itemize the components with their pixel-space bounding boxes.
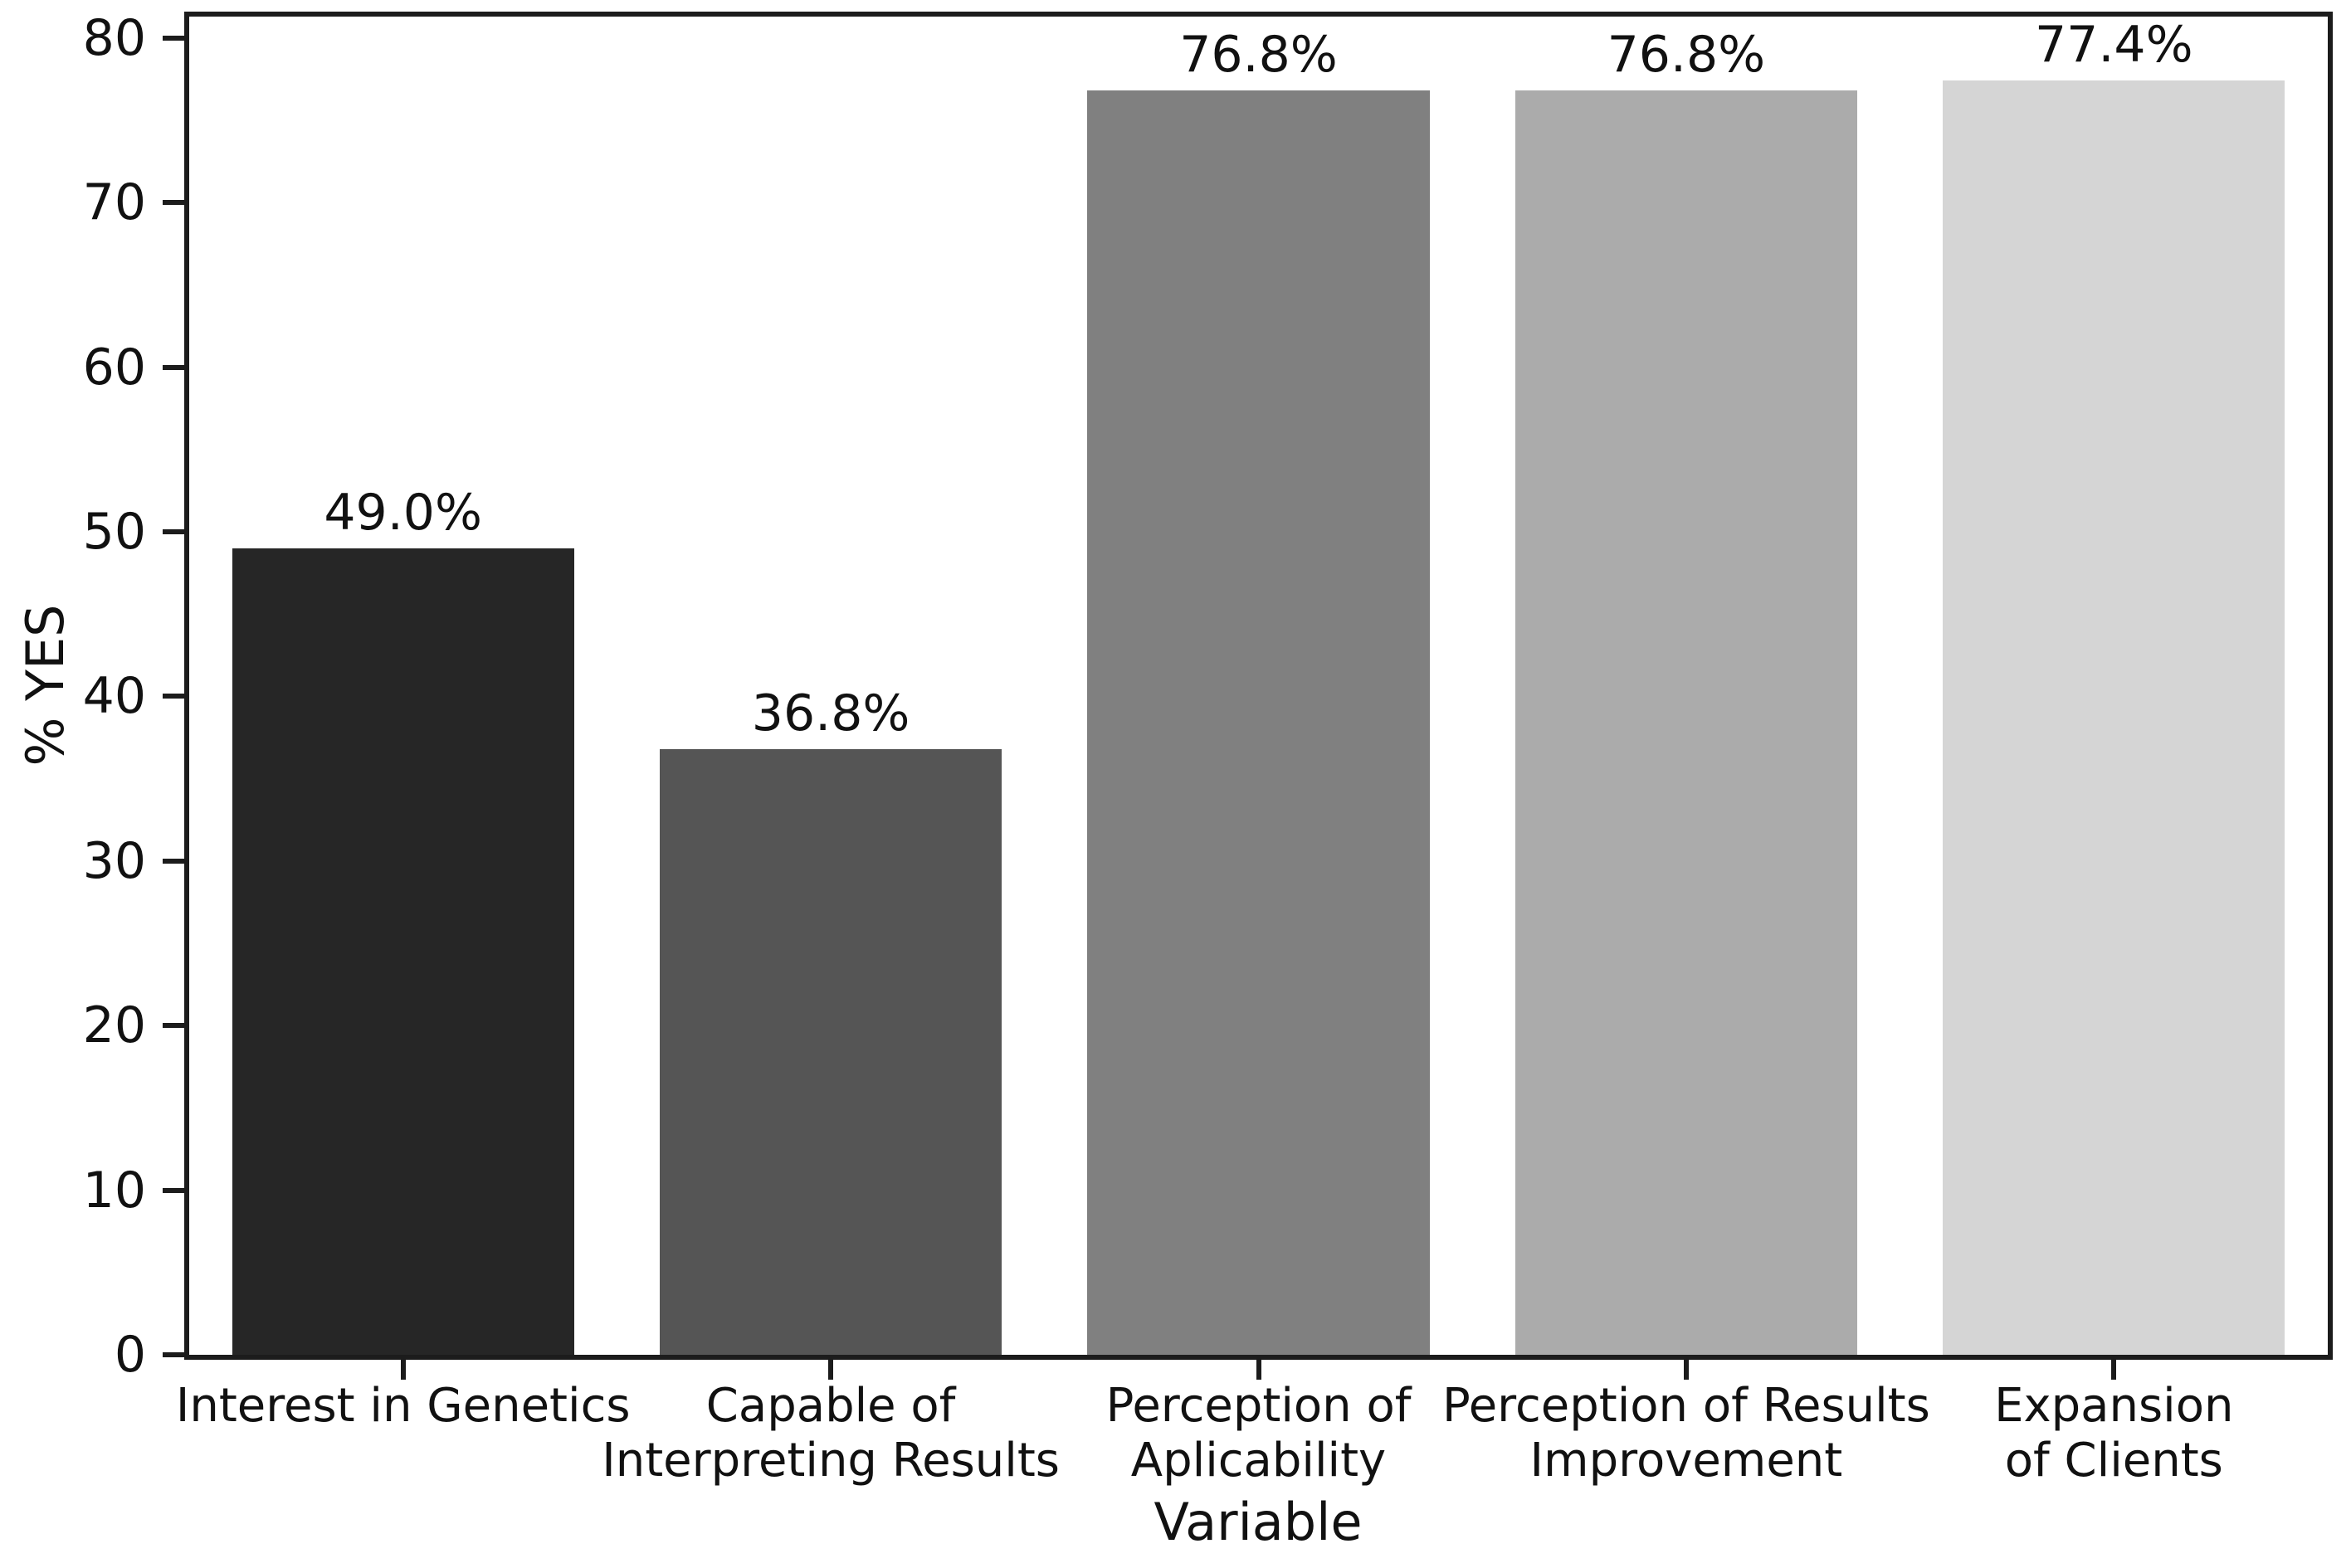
y-tick-label: 70 xyxy=(82,173,146,232)
y-tick-label: 60 xyxy=(82,338,146,397)
bar xyxy=(1943,80,2285,1355)
x-tick xyxy=(1256,1360,1261,1380)
x-category-label-line: Perception of xyxy=(1105,1379,1412,1433)
y-tick-label: 30 xyxy=(82,831,146,890)
x-category-label: Perception of Aplicability xyxy=(985,1379,1533,1488)
bar-value-label: 76.8% xyxy=(1179,26,1338,85)
bar-value-label: 36.8% xyxy=(751,684,910,743)
x-tick xyxy=(828,1360,834,1380)
x-category-label: Perception of Results Improvement xyxy=(1412,1379,1960,1488)
bar xyxy=(232,548,574,1355)
y-tick xyxy=(163,528,184,534)
bar-value-label: 76.8% xyxy=(1607,26,1766,85)
x-tick xyxy=(400,1360,406,1380)
y-tick xyxy=(163,1352,184,1357)
y-tick xyxy=(163,35,184,41)
y-tick-label: 50 xyxy=(82,502,146,561)
y-tick xyxy=(163,1187,184,1193)
y-tick xyxy=(163,200,184,206)
x-category-label: Capable of Interpreting Results xyxy=(557,1379,1105,1488)
x-category-label: Expansion of Clients xyxy=(1840,1379,2351,1488)
x-tick xyxy=(1683,1360,1689,1380)
y-tick-label: 80 xyxy=(82,8,146,67)
y-tick-label: 0 xyxy=(114,1326,146,1384)
y-tick xyxy=(163,364,184,370)
y-tick xyxy=(163,694,184,699)
x-category-label-line: Interest in Genetics xyxy=(175,1379,631,1433)
x-category-label-line: Improvement xyxy=(1529,1434,1843,1488)
bar-value-label: 77.4% xyxy=(2034,16,2193,75)
bar xyxy=(659,748,1002,1355)
x-category-label-line: of Clients xyxy=(2004,1434,2223,1488)
y-tick-label: 20 xyxy=(82,996,146,1055)
bar xyxy=(1514,90,1858,1355)
bar xyxy=(1087,90,1430,1355)
y-tick xyxy=(163,1023,184,1029)
x-category-label-line: Perception of Results xyxy=(1441,1379,1930,1433)
y-tick-label: 40 xyxy=(82,667,146,726)
x-axis-title: Variable xyxy=(1154,1492,1363,1552)
x-category-label: Interest in Genetics xyxy=(129,1379,677,1434)
y-tick xyxy=(163,858,184,864)
x-tick xyxy=(2111,1360,2117,1380)
x-category-label-line: Expansion xyxy=(1994,1379,2234,1433)
x-category-label-line: Capable of xyxy=(705,1379,956,1433)
y-tick-label: 10 xyxy=(82,1161,146,1220)
bar-value-label: 49.0% xyxy=(324,483,482,542)
x-category-label-line: Interpreting Results xyxy=(602,1434,1060,1488)
x-category-label-line: Aplicability xyxy=(1130,1434,1387,1488)
